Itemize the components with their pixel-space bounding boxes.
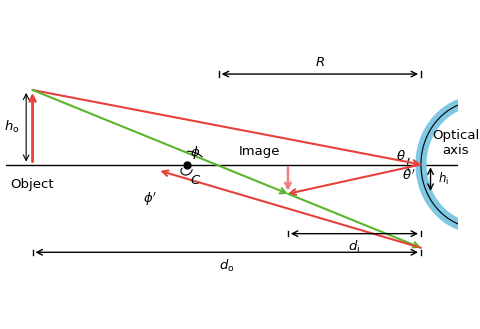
Text: $\phi$: $\phi$ <box>189 144 199 161</box>
Text: $d_\mathrm{i}$: $d_\mathrm{i}$ <box>348 239 360 255</box>
Text: $\theta$: $\theta$ <box>395 149 405 163</box>
Text: $R$: $R$ <box>314 56 324 69</box>
Text: Image: Image <box>238 145 279 158</box>
Text: Optical
axis: Optical axis <box>431 129 478 157</box>
Text: Object: Object <box>11 178 54 191</box>
Text: $h_\mathrm{i}$: $h_\mathrm{i}$ <box>438 171 448 187</box>
Text: $\theta'$: $\theta'$ <box>402 169 415 184</box>
Text: $d_\mathrm{o}$: $d_\mathrm{o}$ <box>218 258 234 274</box>
Text: $\phi'$: $\phi'$ <box>142 190 156 208</box>
Text: $C$: $C$ <box>189 174 200 187</box>
Text: $h_\mathrm{o}$: $h_\mathrm{o}$ <box>4 119 19 135</box>
